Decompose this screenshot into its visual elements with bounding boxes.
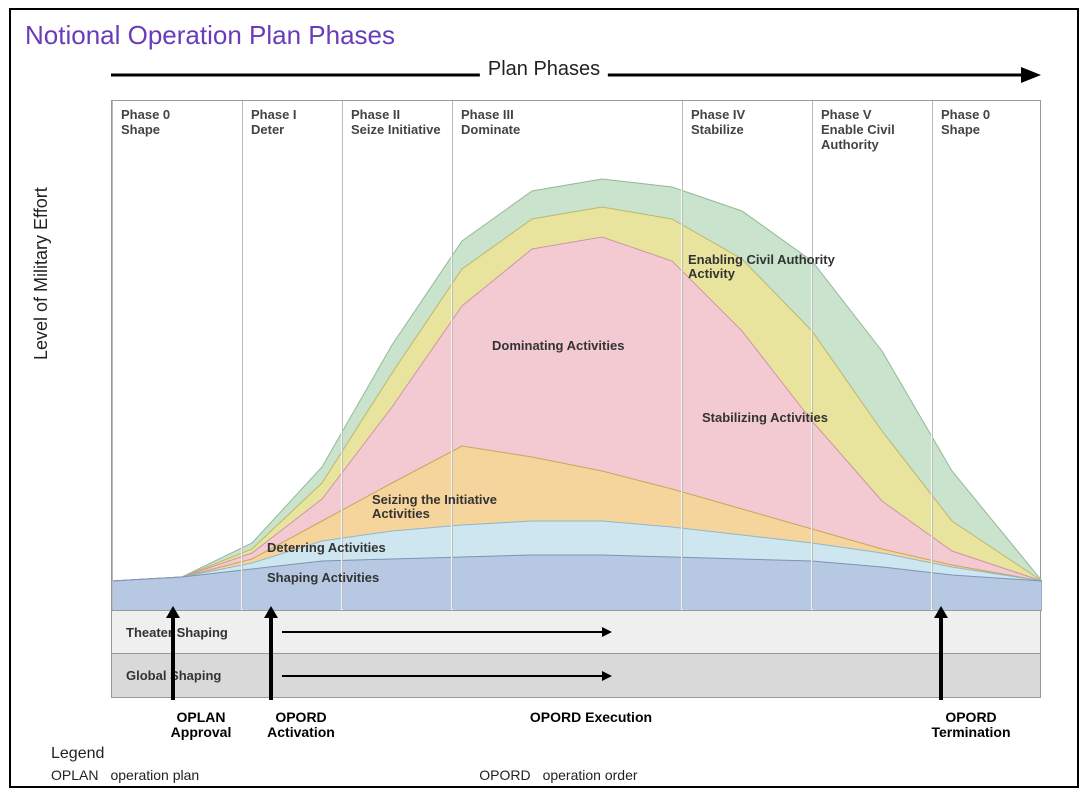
area-label-enabling: Enabling Civil Authority Activity [688,253,848,282]
phase-name: Dominate [461,122,674,137]
legend-abbr: OPORD [479,767,530,783]
phase-col-p4: Phase IVStabilize [682,101,812,609]
chart-area: Phase 0ShapePhase IDeterPhase IISeize In… [111,100,1041,610]
phase-name: Seize Initiative [351,122,444,137]
area-label-seizing: Seizing the Initiative Activities [372,493,532,522]
phase-number: Phase 0 [941,107,1034,122]
marker-label-opord-exec: OPORD Execution [511,710,671,725]
legend-header: Legend [51,745,638,763]
diagram-title: Notional Operation Plan Phases [11,10,1077,55]
phase-number: Phase 0 [121,107,234,122]
phase-number: Phase IV [691,107,804,122]
phase-name: Shape [941,122,1034,137]
bottom-bands: Theater Shaping Global Shaping [111,610,1041,698]
phase-number: Phase II [351,107,444,122]
phase-col-p0b: Phase 0Shape [932,101,1042,609]
phase-number: Phase III [461,107,674,122]
legend-item: OPORD operation order [479,767,637,783]
marker-label-opord-term: OPORD Termination [911,710,1031,741]
marker-arrow-opord-act [261,606,281,702]
legend-abbr: OPLAN [51,767,98,783]
phase-number: Phase I [251,107,334,122]
marker-label-oplan: OPLAN Approval [156,710,246,741]
phase-number: Phase V [821,107,924,122]
legend-row: OPLAN operation plan OPORD operation ord… [51,767,638,783]
phase-col-p5: Phase VEnable Civil Authority [812,101,932,609]
area-label-dominating: Dominating Activities [492,339,624,353]
area-label-stabilizing: Stabilizing Activities [702,411,828,425]
band-arrow-2 [282,669,614,683]
area-label-deterring: Deterring Activities [267,541,386,555]
marker-label-opord-act: OPORD Activation [251,710,351,741]
diagram-frame: Notional Operation Plan Phases Plan Phas… [9,8,1079,788]
legend-def: operation plan [110,767,199,783]
phase-name: Enable Civil Authority [821,122,924,152]
phase-col-p0: Phase 0Shape [112,101,242,609]
phase-col-p2: Phase IISeize Initiative [342,101,452,609]
area-label-shaping: Shaping Activities [267,571,379,585]
legend-def: operation order [543,767,638,783]
y-axis-label: Level of Military Effort [31,187,52,360]
phase-name: Shape [121,122,234,137]
phase-col-p3: Phase IIIDominate [452,101,682,609]
marker-arrow-opord-term [931,606,951,702]
marker-arrow-oplan [163,606,183,702]
plan-phases-label: Plan Phases [480,58,608,81]
phase-col-p1: Phase IDeter [242,101,342,609]
band-global-shaping: Global Shaping [111,654,1041,698]
legend-item: OPLAN operation plan [51,767,199,783]
phase-name: Stabilize [691,122,804,137]
band-arrow-1 [282,625,614,639]
band-theater-shaping: Theater Shaping [111,610,1041,654]
legend: Legend OPLAN operation plan OPORD operat… [51,745,638,783]
phase-name: Deter [251,122,334,137]
